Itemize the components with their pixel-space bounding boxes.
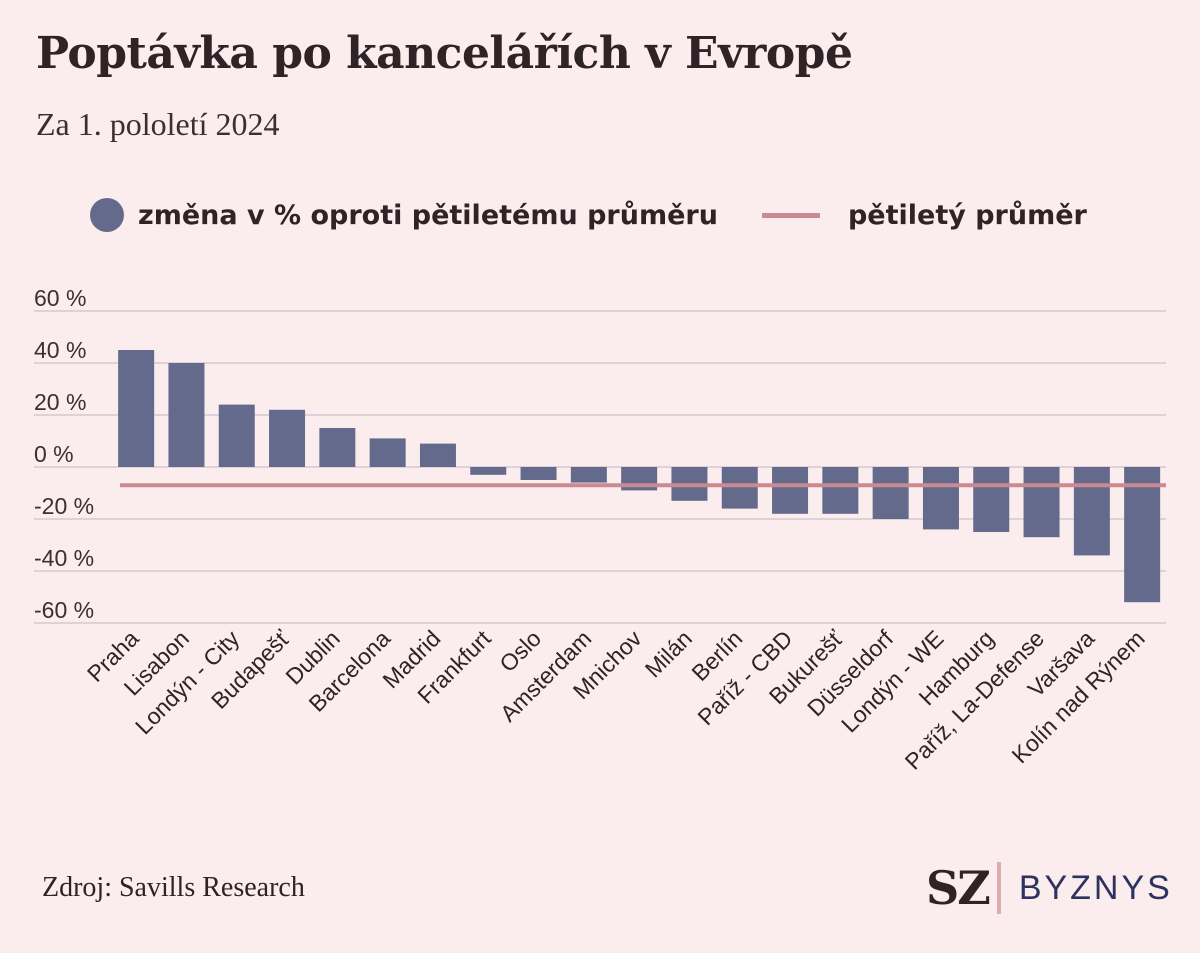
sz-byznys-logo: SZ BYZNYS — [926, 861, 1173, 915]
bar-17 — [973, 467, 1010, 532]
bar-4 — [319, 428, 356, 467]
chart-title: Poptávka po kancelářích v Evropě — [36, 28, 853, 79]
bar-13 — [772, 467, 809, 514]
bar-0 — [118, 350, 155, 467]
bar-6 — [419, 443, 456, 467]
logo-byznys: BYZNYS — [1018, 868, 1173, 907]
y-tick-label: 0 % — [34, 441, 74, 467]
y-tick-label: -60 % — [34, 597, 94, 623]
y-tick-label: 20 % — [34, 389, 86, 415]
bar-2 — [218, 404, 255, 467]
bar-7 — [470, 467, 507, 475]
legend-line-swatch — [761, 212, 820, 218]
bar-16 — [922, 467, 959, 530]
bar-14 — [822, 467, 859, 514]
bar-19 — [1073, 467, 1110, 556]
bar-9 — [570, 467, 607, 483]
bar-3 — [269, 409, 306, 467]
legend-line-label: pětiletý průměr — [847, 199, 1087, 231]
legend-bar-swatch — [90, 198, 124, 232]
legend-bar-label: změna v % oproti pětiletému průměru — [138, 199, 718, 231]
y-tick-label: 40 % — [34, 337, 86, 363]
legend: změna v % oproti pětiletému průměru pěti… — [90, 193, 1087, 237]
source-note: Zdroj: Savills Research — [42, 872, 305, 903]
bar-18 — [1023, 467, 1060, 538]
x-tick-label: Milán — [640, 625, 697, 682]
bar-12 — [721, 467, 758, 509]
chart-subtitle: Za 1. pololetí 2024 — [36, 106, 280, 142]
bar-1 — [168, 363, 205, 467]
bar-20 — [1124, 467, 1161, 603]
y-tick-label: 60 % — [34, 285, 86, 311]
logo-sz: SZ — [926, 861, 991, 915]
bar-15 — [872, 467, 909, 519]
y-tick-label: -40 % — [34, 545, 94, 571]
bar-5 — [369, 438, 406, 467]
y-tick-label: -20 % — [34, 493, 94, 519]
bar-8 — [520, 467, 557, 480]
logo-divider — [996, 862, 1001, 914]
